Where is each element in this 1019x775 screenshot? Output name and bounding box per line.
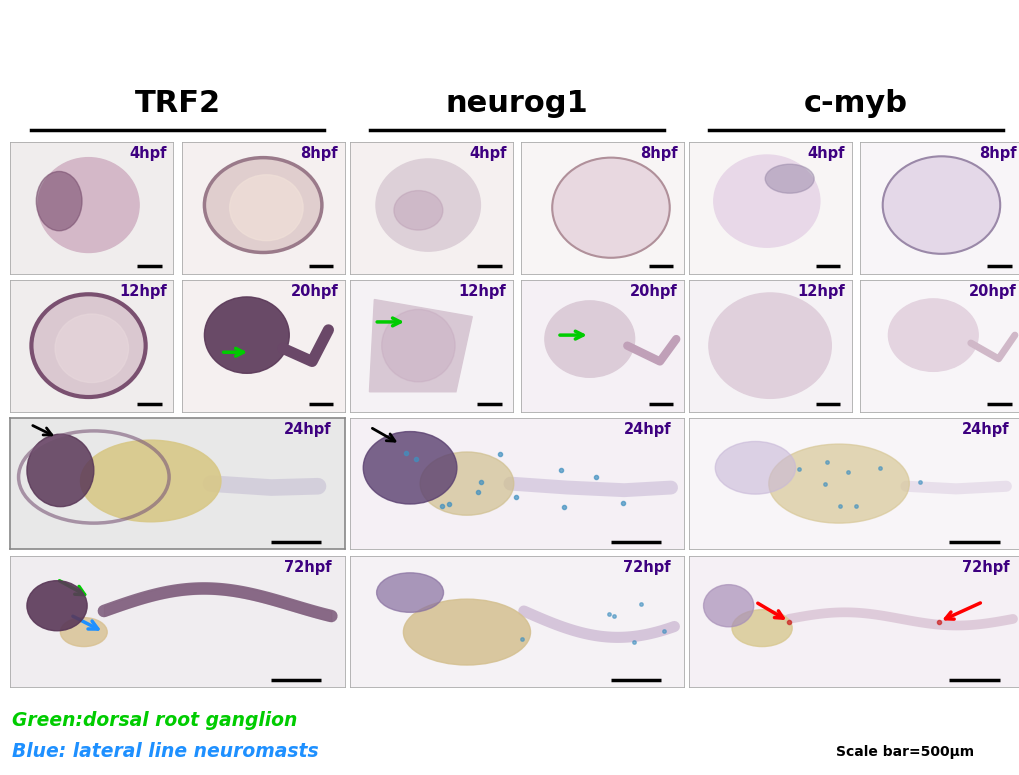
Text: 20hpf: 20hpf bbox=[630, 284, 678, 298]
Text: 12hpf: 12hpf bbox=[459, 284, 506, 298]
Ellipse shape bbox=[403, 599, 530, 665]
Ellipse shape bbox=[544, 301, 634, 377]
Ellipse shape bbox=[420, 452, 514, 515]
Ellipse shape bbox=[229, 174, 303, 240]
Ellipse shape bbox=[703, 584, 753, 627]
Text: 72hpf: 72hpf bbox=[623, 560, 671, 574]
Text: 72hpf: 72hpf bbox=[961, 560, 1009, 574]
Ellipse shape bbox=[764, 164, 813, 193]
Ellipse shape bbox=[888, 299, 977, 371]
Ellipse shape bbox=[26, 434, 94, 507]
Text: 4hpf: 4hpf bbox=[469, 146, 506, 160]
Text: 12hpf: 12hpf bbox=[119, 284, 167, 298]
Text: 20hpf: 20hpf bbox=[290, 284, 338, 298]
Text: TRF2: TRF2 bbox=[135, 88, 220, 118]
Text: 20hpf: 20hpf bbox=[968, 284, 1016, 298]
Ellipse shape bbox=[732, 610, 792, 646]
Text: 24hpf: 24hpf bbox=[623, 422, 671, 436]
Ellipse shape bbox=[768, 444, 908, 523]
Text: 24hpf: 24hpf bbox=[961, 422, 1009, 436]
Ellipse shape bbox=[393, 191, 442, 230]
Ellipse shape bbox=[381, 309, 454, 382]
Text: 24hpf: 24hpf bbox=[283, 422, 331, 436]
Ellipse shape bbox=[713, 155, 819, 247]
Ellipse shape bbox=[204, 297, 289, 374]
Ellipse shape bbox=[55, 314, 128, 383]
Text: 8hpf: 8hpf bbox=[978, 146, 1016, 160]
Ellipse shape bbox=[376, 159, 480, 251]
Ellipse shape bbox=[708, 293, 830, 398]
Text: 4hpf: 4hpf bbox=[807, 146, 845, 160]
Text: 8hpf: 8hpf bbox=[301, 146, 338, 160]
Ellipse shape bbox=[37, 171, 82, 231]
Text: 12hpf: 12hpf bbox=[797, 284, 845, 298]
Text: 8hpf: 8hpf bbox=[640, 146, 678, 160]
Ellipse shape bbox=[81, 440, 221, 522]
Text: 72hpf: 72hpf bbox=[283, 560, 331, 574]
Text: c-myb: c-myb bbox=[803, 88, 907, 118]
Ellipse shape bbox=[26, 580, 87, 631]
Ellipse shape bbox=[204, 157, 322, 253]
Text: Scale bar=500μm: Scale bar=500μm bbox=[836, 745, 973, 759]
Text: Blue: lateral line neuromasts: Blue: lateral line neuromasts bbox=[12, 742, 319, 761]
Polygon shape bbox=[369, 299, 472, 391]
Ellipse shape bbox=[551, 157, 669, 258]
Text: 4hpf: 4hpf bbox=[129, 146, 167, 160]
Ellipse shape bbox=[881, 157, 1000, 253]
Ellipse shape bbox=[363, 432, 457, 504]
Ellipse shape bbox=[376, 573, 443, 612]
Ellipse shape bbox=[38, 157, 139, 253]
Text: neurog1: neurog1 bbox=[445, 88, 588, 118]
Text: Green:dorsal root ganglion: Green:dorsal root ganglion bbox=[12, 711, 298, 730]
Ellipse shape bbox=[60, 618, 107, 646]
Ellipse shape bbox=[32, 294, 146, 397]
Ellipse shape bbox=[714, 442, 795, 494]
